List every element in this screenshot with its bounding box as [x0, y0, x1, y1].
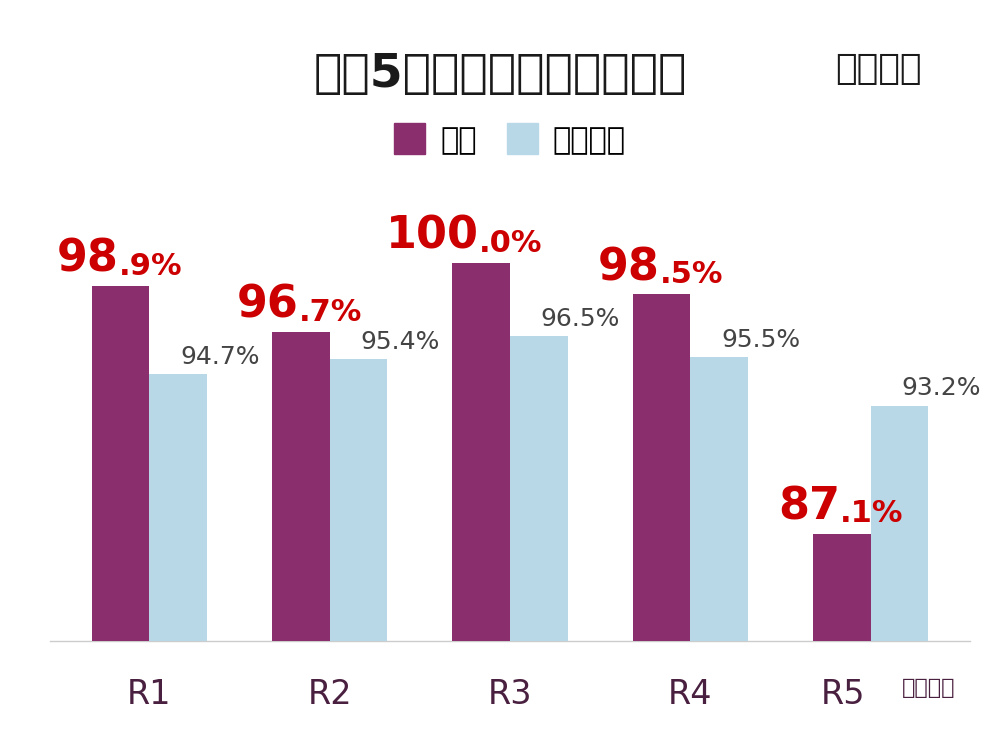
Bar [871, 405, 928, 745]
Text: R2: R2 [307, 679, 352, 711]
Bar [149, 374, 207, 745]
Text: R5: R5 [821, 679, 866, 711]
Text: .1%: .1% [840, 499, 903, 528]
Bar [690, 358, 748, 745]
Text: 95.4%: 95.4% [360, 330, 440, 354]
Text: 100: 100 [386, 215, 479, 258]
Text: （年度）: （年度） [901, 679, 955, 699]
Text: R1: R1 [127, 679, 172, 711]
Text: 87: 87 [778, 486, 840, 528]
Bar [510, 336, 568, 745]
Text: .9%: .9% [119, 252, 182, 281]
Bar [330, 359, 387, 745]
Text: 94.7%: 94.7% [180, 345, 260, 369]
Text: 93.2%: 93.2% [901, 376, 981, 400]
Text: 98: 98 [57, 238, 119, 281]
Text: （新卒）: （新卒） [835, 52, 922, 86]
Bar [92, 286, 149, 745]
Text: 98: 98 [598, 246, 660, 289]
Text: R4: R4 [668, 679, 713, 711]
Bar [452, 263, 510, 745]
Text: .7%: .7% [299, 298, 362, 327]
Text: R3: R3 [488, 679, 532, 711]
Text: .0%: .0% [479, 229, 543, 258]
Text: 95.5%: 95.5% [721, 328, 800, 352]
Text: .5%: .5% [660, 260, 723, 289]
Text: 過去5ヶ年の国家試験合格率: 過去5ヶ年の国家試験合格率 [313, 52, 687, 97]
Text: 96: 96 [237, 284, 299, 327]
Bar [633, 294, 690, 745]
Text: 96.5%: 96.5% [541, 307, 620, 331]
Bar [813, 533, 871, 745]
Bar [272, 332, 330, 745]
Legend: 本校, 全国平均: 本校, 全国平均 [382, 111, 638, 168]
